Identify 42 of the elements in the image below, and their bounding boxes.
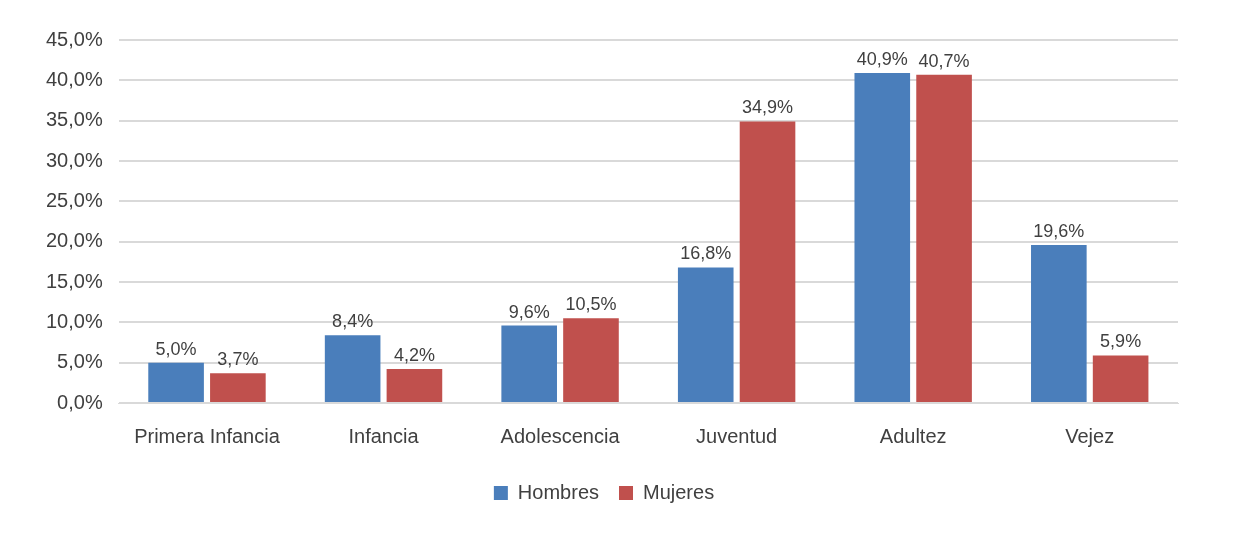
bar xyxy=(739,121,796,402)
bar xyxy=(210,373,266,402)
y-tick-label: 5,0% xyxy=(57,350,103,373)
y-tick-label: 40,0% xyxy=(45,67,103,90)
bar xyxy=(563,318,619,402)
bar xyxy=(916,74,972,402)
x-tick-label: Juventud xyxy=(696,424,778,447)
bar xyxy=(677,267,734,402)
data-label: 16,8% xyxy=(680,243,732,264)
bar xyxy=(1092,355,1149,402)
x-tick-label: Primera Infancia xyxy=(134,424,281,447)
legend-label: Mujeres xyxy=(643,480,715,503)
x-tick-label: Infancia xyxy=(348,424,420,447)
data-label: 9,6% xyxy=(508,301,550,322)
data-label: 3,7% xyxy=(217,349,259,370)
data-label: 40,7% xyxy=(918,50,970,71)
x-tick-label: Adolescencia xyxy=(500,424,621,447)
data-label: 40,9% xyxy=(856,49,908,70)
y-tick-label: 15,0% xyxy=(45,269,103,292)
x-tick-label: Adultez xyxy=(879,424,947,447)
y-tick-label: 0,0% xyxy=(57,390,103,413)
data-label: 5,0% xyxy=(155,338,197,359)
y-tick-label: 30,0% xyxy=(45,148,103,171)
bar xyxy=(148,362,204,402)
data-label: 5,9% xyxy=(1100,331,1142,352)
data-label: 4,2% xyxy=(393,345,435,366)
y-tick-label: 45,0% xyxy=(45,27,103,50)
legend-label: Hombres xyxy=(517,480,600,503)
bar xyxy=(854,73,911,402)
y-tick-label: 20,0% xyxy=(45,229,103,252)
data-label: 8,4% xyxy=(332,311,374,332)
bar xyxy=(1031,244,1087,402)
y-tick-label: 35,0% xyxy=(45,108,103,131)
data-label: 10,5% xyxy=(565,294,617,315)
bar xyxy=(324,335,381,402)
data-label: 19,6% xyxy=(1033,220,1085,241)
bar xyxy=(501,325,557,402)
data-label: 34,9% xyxy=(742,97,794,118)
y-tick-label: 10,0% xyxy=(45,309,103,332)
x-tick-label: Vejez xyxy=(1065,424,1115,447)
y-tick-label: 25,0% xyxy=(45,188,103,211)
bar xyxy=(386,369,443,402)
